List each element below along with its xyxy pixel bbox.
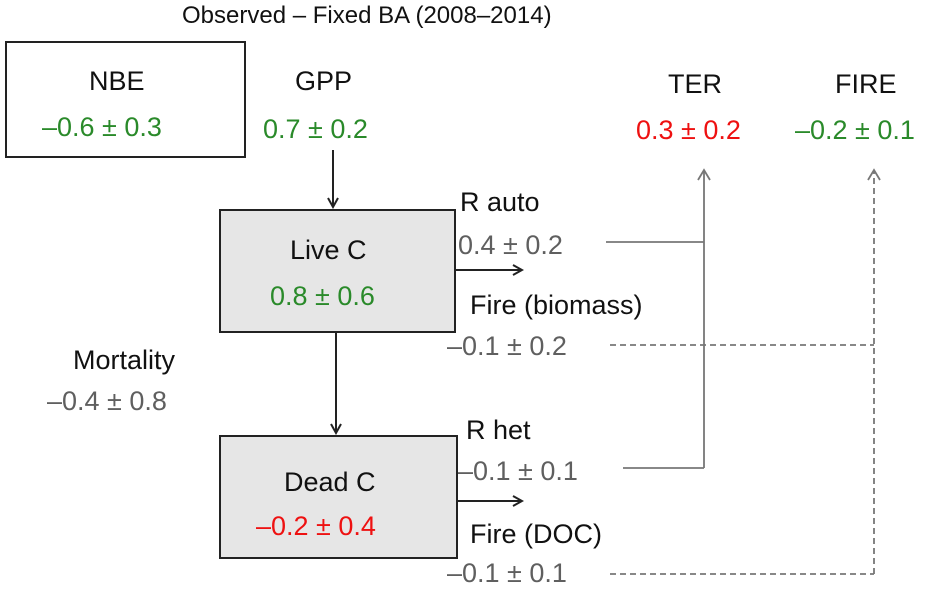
mortality-label: Mortality — [73, 345, 176, 375]
r-auto-value: 0.4 ± 0.2 — [458, 230, 563, 260]
r-het-value: –0.1 ± 0.1 — [458, 456, 578, 486]
ter-value: 0.3 ± 0.2 — [636, 115, 741, 145]
live-c-box — [219, 209, 456, 333]
dead-c-value: –0.2 ± 0.4 — [256, 511, 376, 541]
fire-value: –0.2 ± 0.1 — [795, 115, 915, 145]
gpp-value: 0.7 ± 0.2 — [263, 114, 368, 144]
dead-c-label: Dead C — [284, 467, 376, 497]
fire-biomass-label: Fire (biomass) — [470, 290, 643, 320]
dead-c-box — [219, 435, 458, 559]
mortality-value: –0.4 ± 0.8 — [47, 386, 167, 416]
nbe-label: NBE — [89, 66, 145, 96]
nbe-value: –0.6 ± 0.3 — [42, 112, 162, 142]
fire-doc-value: –0.1 ± 0.1 — [447, 558, 567, 588]
nbe-box — [5, 41, 246, 158]
fire-doc-label: Fire (DOC) — [470, 519, 602, 549]
live-c-value: 0.8 ± 0.6 — [270, 281, 375, 311]
live-c-label: Live C — [290, 235, 367, 265]
gpp-label: GPP — [295, 66, 353, 96]
ter-label: TER — [668, 69, 722, 99]
r-auto-label: R auto — [460, 187, 540, 217]
r-het-label: R het — [466, 415, 531, 445]
diagram-title: Observed – Fixed BA (2008–2014) — [182, 2, 552, 29]
fire-label: FIRE — [835, 69, 897, 99]
fire-biomass-value: –0.1 ± 0.2 — [447, 331, 567, 361]
